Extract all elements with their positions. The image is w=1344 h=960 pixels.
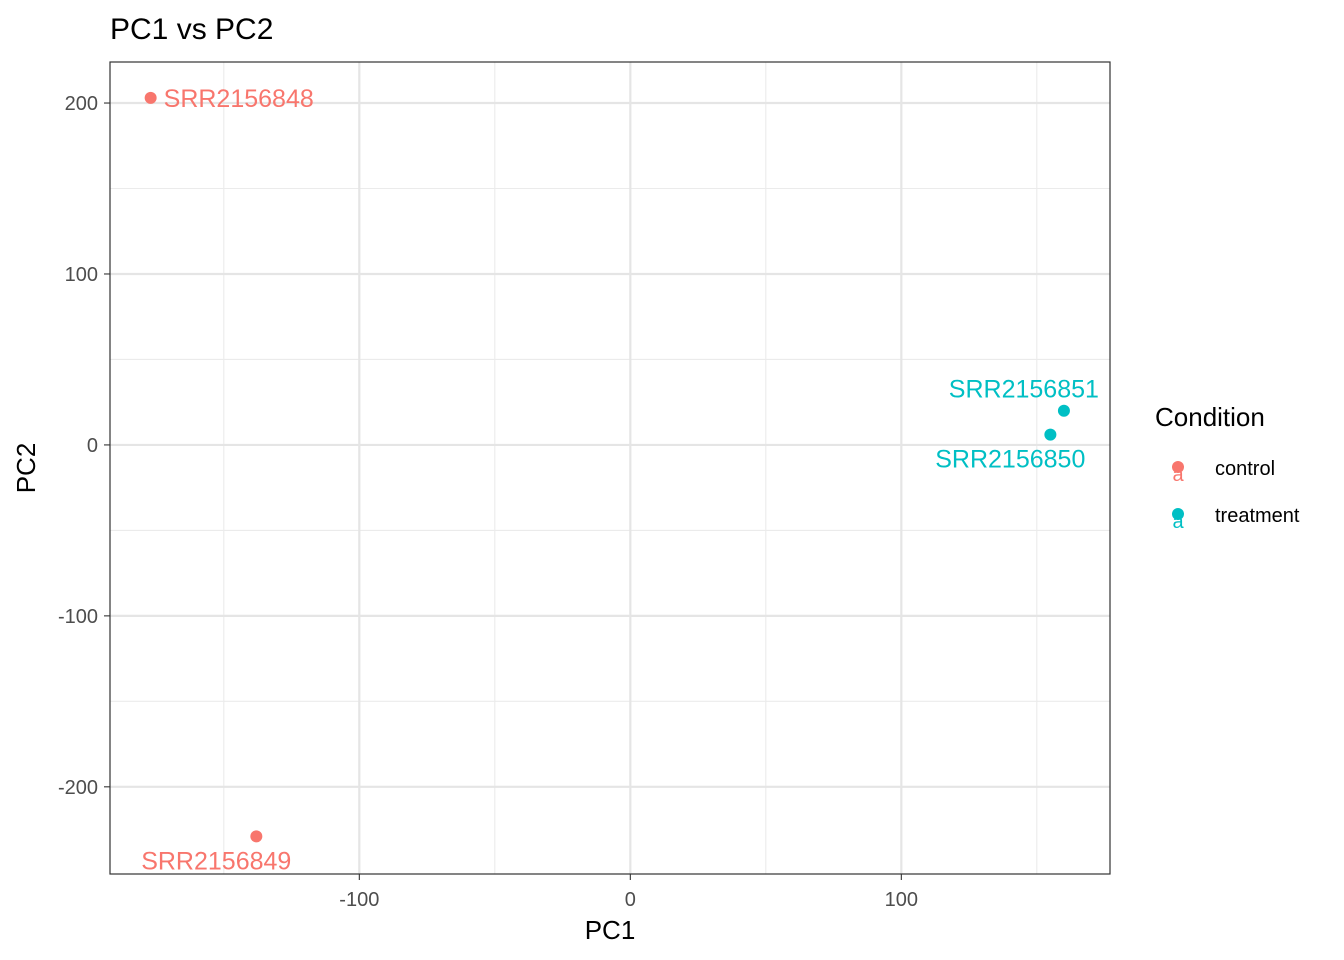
y-tick-label: -100 bbox=[58, 606, 98, 628]
legend-entry-label: treatment bbox=[1215, 505, 1300, 527]
x-tick-label: 0 bbox=[625, 889, 636, 911]
legend-key-point bbox=[1172, 461, 1184, 473]
grid-lines bbox=[110, 62, 1110, 874]
x-axis-title: PC1 bbox=[585, 915, 636, 945]
x-tick-label: -100 bbox=[339, 889, 379, 911]
point-label: SRR2156848 bbox=[164, 85, 314, 113]
y-tick-label: -200 bbox=[58, 777, 98, 799]
axis-ticks: -100 0 100 -200 -100 0 100 200 bbox=[58, 93, 918, 911]
data-point bbox=[1044, 428, 1057, 441]
chart-title: PC1 vs PC2 bbox=[110, 13, 273, 46]
y-axis-title: PC2 bbox=[11, 443, 41, 494]
legend-key-point bbox=[1172, 508, 1184, 520]
y-tick-label: 0 bbox=[87, 435, 98, 457]
data-point bbox=[1057, 404, 1070, 417]
legend-key-label-glyph: a bbox=[1172, 511, 1184, 533]
y-tick-label: 200 bbox=[65, 93, 98, 115]
legend-key-label-glyph: a bbox=[1172, 464, 1184, 486]
point-label: SRR2156851 bbox=[949, 376, 1099, 404]
data-points: SRR2156848 SRR2156849 SRR2156851 SRR2156850 bbox=[141, 85, 1099, 875]
x-tick-label: 100 bbox=[885, 889, 918, 911]
point-label: SRR2156849 bbox=[141, 847, 291, 875]
plot-panel-border bbox=[109, 61, 1111, 875]
data-point bbox=[250, 830, 263, 843]
legend-title: Condition bbox=[1155, 402, 1265, 432]
point-label: SRR2156850 bbox=[935, 446, 1085, 474]
data-point bbox=[144, 91, 157, 104]
y-tick-label: 100 bbox=[65, 264, 98, 286]
legend-entry-label: control bbox=[1215, 458, 1275, 480]
legend: Condition a control a treatment bbox=[1155, 402, 1300, 533]
